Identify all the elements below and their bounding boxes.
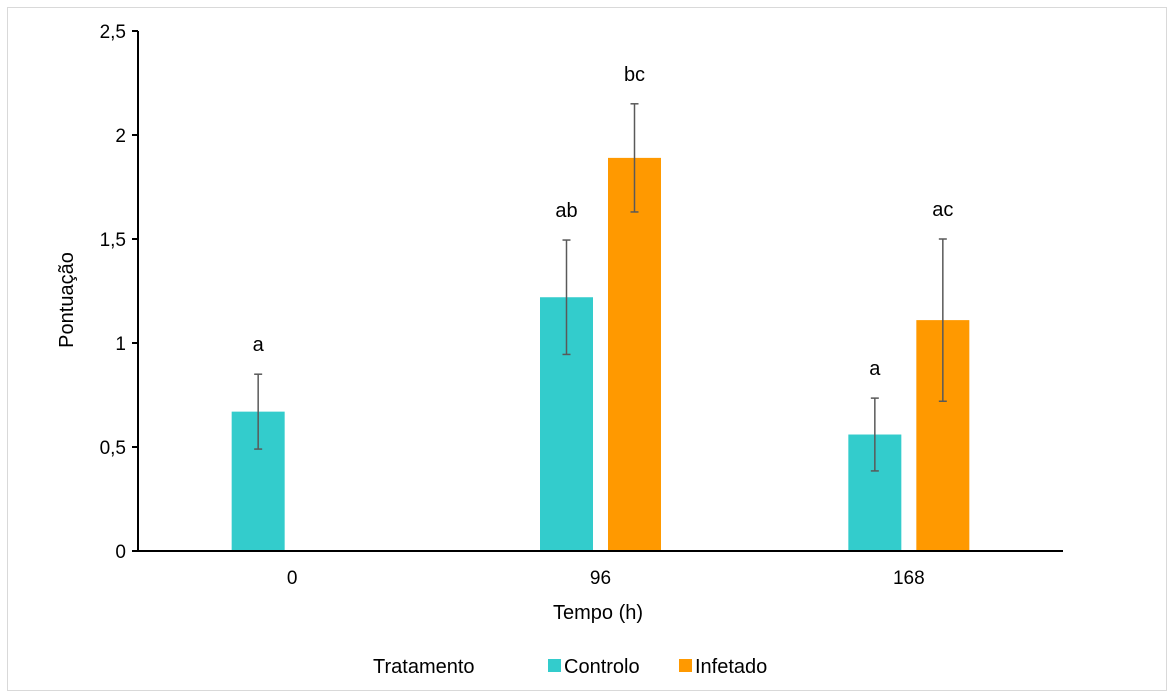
y-tick-label: 0,5 — [100, 438, 126, 459]
error-bar-controlo-0 — [254, 373, 263, 450]
y-tick-label: 0 — [115, 542, 126, 563]
error-bar-controlo-96 — [562, 239, 571, 356]
y-tick-label: 1,5 — [100, 230, 126, 251]
legend: Tratamento Controlo Infetado — [373, 656, 767, 678]
significance-label-infetado-96: bc — [624, 64, 645, 86]
error-bar-controlo-168 — [870, 397, 879, 472]
x-tick-label: 96 — [590, 568, 611, 589]
x-tick-label: 168 — [893, 568, 925, 589]
legend-label-infetado: Infetado — [695, 656, 767, 678]
significance-label-controlo-168: a — [869, 358, 881, 380]
y-axis-title: Pontuação — [56, 252, 78, 348]
x-tick-label: 0 — [287, 568, 298, 589]
x-axis-title: Tempo (h) — [553, 602, 643, 624]
significance-label-infetado-168: ac — [932, 199, 953, 221]
legend-swatch-infetado — [679, 659, 692, 672]
y-tick-label: 2 — [115, 126, 126, 147]
y-tick-label: 1 — [115, 334, 126, 355]
legend-swatch-controlo — [548, 659, 561, 672]
significance-label-controlo-0: a — [253, 334, 265, 356]
bar-infetado-96 — [608, 157, 661, 551]
legend-label-controlo: Controlo — [564, 656, 640, 678]
error-bar-infetado-96 — [630, 103, 639, 213]
legend-title: Tratamento — [373, 656, 475, 678]
y-tick-label: 2,5 — [100, 22, 126, 43]
significance-label-controlo-96: ab — [555, 200, 577, 222]
error-bar-infetado-168 — [938, 238, 947, 402]
